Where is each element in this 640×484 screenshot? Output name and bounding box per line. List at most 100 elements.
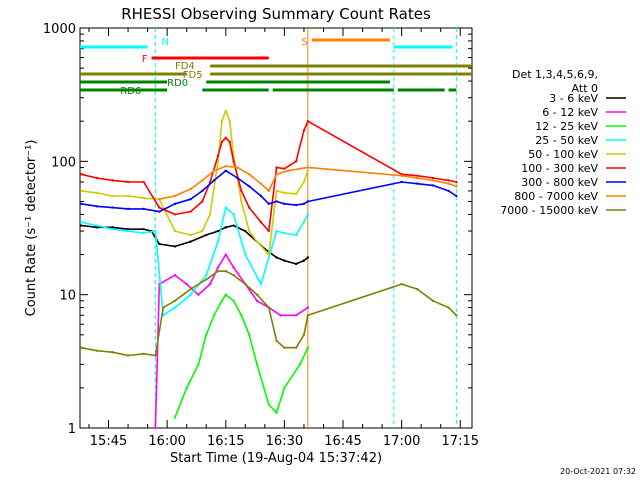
data-point [224, 269, 227, 273]
data-point [189, 233, 192, 237]
y-axis-label: Count Rate (s⁻¹ detector⁻¹) [24, 140, 39, 317]
data-point [173, 416, 177, 419]
data-point [244, 253, 247, 256]
data-point [154, 229, 157, 233]
flag-label-fd4: FD4 [175, 61, 195, 72]
data-point [142, 207, 145, 211]
data-point [173, 202, 177, 206]
data-point [283, 259, 286, 262]
data-point [126, 354, 130, 357]
data-point [416, 176, 419, 180]
data-point [142, 231, 145, 235]
data-point [224, 253, 227, 256]
plot-frame [79, 27, 473, 429]
data-point [158, 210, 161, 213]
data-point [240, 200, 243, 203]
data-point [306, 213, 310, 216]
data-point [154, 354, 157, 357]
data-point [275, 339, 278, 343]
flag-label-n: N [161, 37, 168, 48]
data-point [216, 266, 220, 269]
data-point [275, 166, 278, 169]
series-line-4 [81, 109, 309, 256]
x-tick-label: 16:15 [207, 434, 244, 449]
x-tick-label: 16:30 [266, 434, 303, 449]
x-tick-label: 17:15 [442, 434, 479, 449]
data-point [173, 299, 177, 302]
data-point [267, 253, 270, 256]
chart-title: RHESSI Observing Summary Count Rates [121, 5, 431, 23]
data-point [267, 306, 270, 309]
data-point [224, 136, 227, 140]
series-line-1 [154, 253, 309, 429]
data-point [306, 256, 310, 259]
data-point [306, 306, 310, 309]
data-point [189, 287, 192, 291]
data-point [294, 314, 298, 317]
legend-entry-label: 300 - 800 keV [521, 176, 598, 189]
data-point [283, 386, 286, 390]
data-point [255, 293, 259, 296]
data-point [216, 269, 220, 273]
data-point [400, 282, 403, 286]
data-point [220, 119, 224, 123]
data-point [158, 206, 161, 209]
data-point [232, 299, 235, 302]
data-point [255, 240, 259, 243]
data-point [95, 191, 99, 195]
data-point [267, 189, 270, 193]
data-point [212, 179, 216, 182]
data-point [294, 346, 298, 349]
data-point [275, 200, 278, 203]
legend-entry-label: 800 - 7000 keV [514, 190, 598, 203]
data-point [216, 154, 220, 158]
data-point [158, 242, 161, 246]
data-point [259, 220, 263, 224]
data-point [126, 227, 130, 231]
data-point [400, 174, 403, 177]
series-line-0 [81, 224, 309, 265]
x-tick-label: 15:45 [90, 434, 127, 449]
legend-title: Att 0 [572, 82, 598, 95]
data-point [232, 213, 235, 216]
data-point [283, 202, 286, 206]
series-line-8 [81, 270, 457, 357]
data-point [447, 179, 450, 182]
data-point [400, 180, 403, 184]
data-point [244, 229, 247, 233]
flag-label-s: S [301, 37, 307, 48]
legend-entry-label: 25 - 50 keV [535, 134, 598, 147]
data-point [95, 226, 99, 229]
data-point [126, 194, 130, 198]
data-point [447, 182, 450, 185]
data-point [267, 229, 270, 233]
data-point [283, 167, 286, 170]
data-point [185, 282, 188, 286]
data-point [447, 306, 450, 309]
data-point [298, 167, 302, 170]
data-point [212, 314, 216, 317]
data-point [189, 240, 192, 243]
data-point [306, 169, 310, 172]
data-point [232, 273, 235, 277]
data-point [306, 166, 310, 169]
data-point [294, 160, 298, 163]
data-point [205, 278, 208, 281]
data-point [232, 266, 235, 269]
data-point [173, 245, 177, 248]
data-point [302, 202, 306, 206]
series-line-2 [174, 293, 309, 418]
data-point [275, 189, 278, 193]
data-point [79, 173, 83, 176]
data-point [212, 169, 216, 172]
data-point [201, 229, 204, 233]
data-point [162, 306, 165, 309]
data-point [111, 179, 114, 182]
data-point [294, 203, 298, 207]
data-point [142, 180, 145, 184]
data-point [455, 180, 458, 184]
data-point [208, 213, 212, 216]
data-point [173, 213, 177, 216]
data-point [142, 196, 145, 200]
data-point [224, 206, 227, 209]
